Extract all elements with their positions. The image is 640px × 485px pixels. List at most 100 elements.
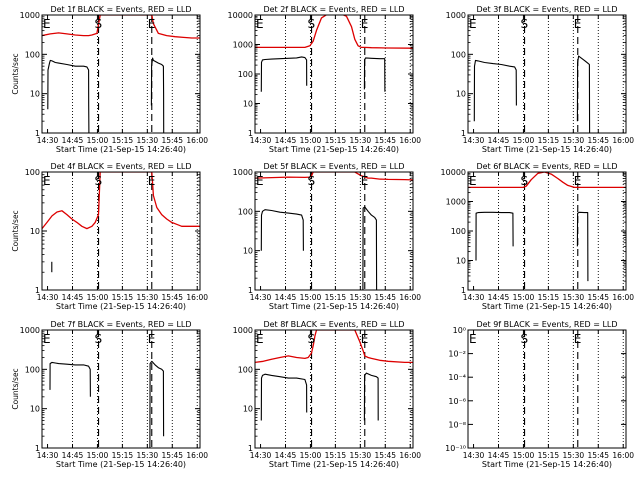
x-tick-label: 14:45 bbox=[488, 451, 510, 460]
y-tick-label: 1000 bbox=[446, 198, 466, 207]
lld-series-line bbox=[42, 15, 200, 39]
x-tick-label: 15:00 bbox=[87, 451, 109, 460]
segment-letter: S bbox=[95, 332, 103, 346]
x-tick-label: 15:45 bbox=[374, 136, 396, 145]
x-tick-label: 15:30 bbox=[137, 451, 159, 460]
x-tick-label: 15:45 bbox=[587, 293, 609, 302]
detector-panel: 1 10 100 1000 14:30 14:45 15:00 15:15 15:30 15:45… bbox=[11, 320, 208, 469]
x-tick-label: 15:15 bbox=[538, 136, 560, 145]
detector-panel: 1 10 100 14:30 14:45 15:00 15:15 15:30 15:45 16:0… bbox=[11, 162, 208, 311]
y-tick-label: 100 bbox=[451, 50, 466, 59]
panel-title: Det 7f BLACK = Events, RED = LLD bbox=[50, 320, 191, 329]
x-axis-label: Start Time (21-Sep-15 14:26:40) bbox=[56, 145, 186, 154]
y-axis-label: Counts/sec bbox=[11, 368, 20, 409]
y-tick-label: 1 bbox=[248, 286, 253, 295]
plot-frame bbox=[41, 329, 201, 449]
panel-title: Det 8f BLACK = Events, RED = LLD bbox=[263, 320, 404, 329]
detector-panel: 1 10 100 1000 14:30 14:45 15:00 15:15 15:30 15:45… bbox=[233, 320, 422, 469]
x-tick-label: 14:45 bbox=[488, 136, 510, 145]
plot-frame bbox=[254, 171, 414, 291]
x-tick-label: 15:15 bbox=[538, 451, 560, 460]
series-group bbox=[255, 330, 413, 421]
x-tick-label: 16:00 bbox=[612, 293, 634, 302]
y-tick-label: 10⁻¹⁰ bbox=[445, 444, 466, 453]
y-axis-label: Counts/sec bbox=[11, 210, 20, 251]
panel-title: Det 1f BLACK = Events, RED = LLD bbox=[50, 5, 191, 14]
y-axis-label: Counts/sec bbox=[11, 53, 20, 94]
segment-letter: S bbox=[308, 332, 316, 346]
y-tick-label: 1000 bbox=[446, 11, 466, 20]
y-tick-label: 1000 bbox=[20, 11, 40, 20]
x-axis-label: Start Time (21-Sep-15 14:26:40) bbox=[269, 145, 399, 154]
segment-letter: E bbox=[256, 332, 264, 346]
segment-letter: E bbox=[574, 174, 582, 188]
x-tick-label: 14:30 bbox=[250, 136, 272, 145]
x-tick-label: 14:30 bbox=[463, 293, 485, 302]
y-tick-label: 10⁻⁸ bbox=[448, 420, 466, 429]
y-tick-label: 10⁰ bbox=[453, 326, 466, 335]
y-tick-label: 10 bbox=[30, 90, 40, 99]
x-tick-label: 16:00 bbox=[399, 136, 421, 145]
y-tick-label: 10000 bbox=[441, 168, 466, 177]
segment-letter: E bbox=[469, 17, 477, 31]
x-axis-label: Start Time (21-Sep-15 14:26:40) bbox=[56, 302, 186, 311]
x-tick-label: 14:30 bbox=[463, 136, 485, 145]
panel-title: Det 4f BLACK = Events, RED = LLD bbox=[50, 162, 191, 171]
y-tick-label: 100 bbox=[25, 365, 40, 374]
events-series-line bbox=[260, 373, 308, 421]
x-tick-label: 14:30 bbox=[250, 293, 272, 302]
x-tick-label: 16:00 bbox=[612, 451, 634, 460]
x-tick-label: 14:45 bbox=[62, 136, 84, 145]
x-tick-label: 16:00 bbox=[399, 451, 421, 460]
x-tick-label: 14:30 bbox=[37, 293, 59, 302]
x-tick-label: 16:00 bbox=[186, 451, 208, 460]
segment-letter: E bbox=[469, 174, 477, 188]
plot-frame bbox=[41, 171, 201, 291]
x-tick-label: 15:30 bbox=[563, 451, 585, 460]
panel-title: Det 6f BLACK = Events, RED = LLD bbox=[476, 162, 617, 171]
x-tick-label: 14:45 bbox=[62, 451, 84, 460]
series-group bbox=[42, 15, 200, 133]
y-tick-label: 10 bbox=[243, 247, 253, 256]
x-tick-label: 15:30 bbox=[350, 293, 372, 302]
x-tick-label: 16:00 bbox=[399, 293, 421, 302]
x-tick-label: 15:45 bbox=[161, 451, 183, 460]
panel-title: Det 5f BLACK = Events, RED = LLD bbox=[263, 162, 404, 171]
y-tick-label: 10⁻² bbox=[448, 350, 466, 359]
x-tick-label: 15:30 bbox=[350, 136, 372, 145]
y-tick-label: 100 bbox=[238, 365, 253, 374]
segment-letter: E bbox=[148, 174, 156, 188]
series-group bbox=[468, 172, 626, 282]
x-tick-label: 14:30 bbox=[250, 451, 272, 460]
x-tick-label: 14:30 bbox=[37, 136, 59, 145]
segment-letter: S bbox=[95, 17, 103, 31]
events-series-line bbox=[150, 57, 165, 133]
y-tick-label: 10 bbox=[243, 100, 253, 109]
y-tick-label: 1 bbox=[248, 444, 253, 453]
segment-letter: E bbox=[256, 17, 264, 31]
panel-title: Det 3f BLACK = Events, RED = LLD bbox=[476, 5, 617, 14]
segment-letter: E bbox=[574, 17, 582, 31]
series-group bbox=[255, 15, 413, 92]
x-tick-label: 15:45 bbox=[374, 451, 396, 460]
x-tick-label: 15:00 bbox=[300, 451, 322, 460]
x-tick-label: 15:00 bbox=[300, 293, 322, 302]
y-tick-label: 100 bbox=[25, 168, 40, 177]
series-group bbox=[42, 172, 200, 273]
x-tick-label: 15:30 bbox=[563, 293, 585, 302]
events-series-line bbox=[363, 372, 379, 421]
y-tick-label: 100 bbox=[25, 50, 40, 59]
segment-letter: E bbox=[148, 17, 156, 31]
y-tick-label: 100 bbox=[238, 70, 253, 79]
segment-letter: S bbox=[521, 17, 529, 31]
segment-letter: E bbox=[148, 332, 156, 346]
x-tick-label: 15:45 bbox=[161, 136, 183, 145]
events-series-line bbox=[576, 55, 591, 133]
detector-panel: 1 10 100 1000 14:30 14:45 15:00 15:15 15:30 15:45… bbox=[233, 162, 422, 311]
y-tick-label: 10 bbox=[456, 90, 466, 99]
x-tick-label: 16:00 bbox=[186, 293, 208, 302]
x-tick-label: 14:45 bbox=[275, 136, 297, 145]
segment-letter: S bbox=[308, 174, 316, 188]
events-series-line bbox=[49, 361, 91, 397]
